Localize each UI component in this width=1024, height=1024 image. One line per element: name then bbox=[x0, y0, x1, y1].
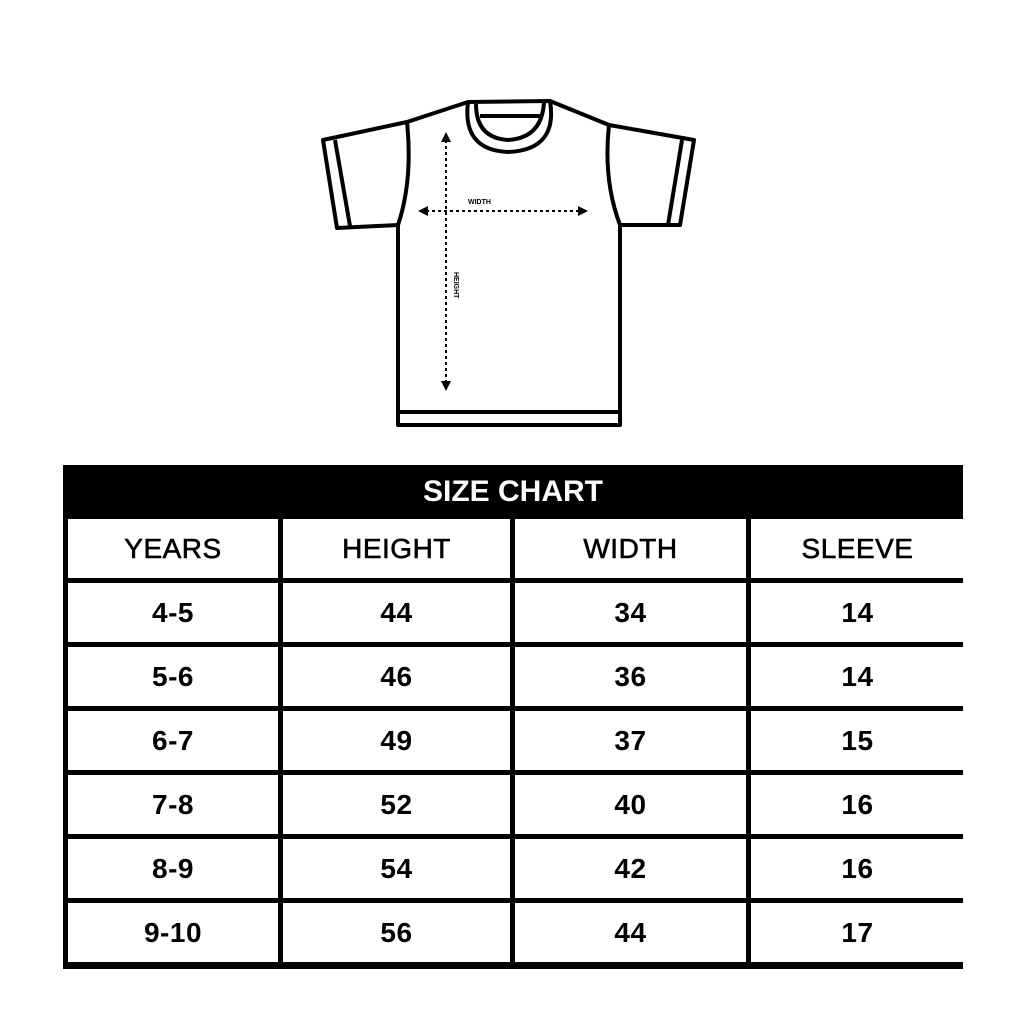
table-cell-years: 5-6 bbox=[68, 647, 278, 706]
tshirt-diagram: WIDTH HEIGHT bbox=[321, 99, 696, 427]
shirt-outline bbox=[321, 99, 696, 427]
table-cell-sleeve: 16 bbox=[751, 839, 964, 898]
table-cell-height: 44 bbox=[283, 583, 510, 642]
table-cell-height: 56 bbox=[283, 903, 510, 962]
table-cell-years: 4-5 bbox=[68, 583, 278, 642]
table-cell-years: 6-7 bbox=[68, 711, 278, 770]
table-cell-years: 9-10 bbox=[68, 903, 278, 962]
table-cell-width: 44 bbox=[515, 903, 746, 962]
table-cell-sleeve: 15 bbox=[751, 711, 964, 770]
table-cell-years: 7-8 bbox=[68, 775, 278, 834]
height-label: HEIGHT bbox=[452, 272, 459, 299]
table-cell-sleeve: 14 bbox=[751, 647, 964, 706]
column-header-years: YEARS bbox=[68, 519, 278, 578]
table-cell-height: 46 bbox=[283, 647, 510, 706]
table-cell-sleeve: 16 bbox=[751, 775, 964, 834]
table-cell-height: 54 bbox=[283, 839, 510, 898]
size-chart-table: SIZE CHART YEARS HEIGHT WIDTH SLEEVE 4-5 44 34… bbox=[63, 465, 964, 969]
size-chart-grid: YEARS HEIGHT WIDTH SLEEVE 4-5 44 34 14 5-6 46 36 14… bbox=[68, 519, 964, 969]
column-header-height: HEIGHT bbox=[283, 519, 510, 578]
table-cell-width: 36 bbox=[515, 647, 746, 706]
width-label: WIDTH bbox=[468, 199, 491, 206]
table-cell-width: 37 bbox=[515, 711, 746, 770]
table-cell-sleeve: 14 bbox=[751, 583, 964, 642]
table-cell-years: 8-9 bbox=[68, 839, 278, 898]
table-cell-height: 52 bbox=[283, 775, 510, 834]
table-cell-height: 49 bbox=[283, 711, 510, 770]
table-cell-sleeve: 17 bbox=[751, 903, 964, 962]
column-header-width: WIDTH bbox=[515, 519, 746, 578]
table-cell-width: 42 bbox=[515, 839, 746, 898]
table-cell-width: 40 bbox=[515, 775, 746, 834]
table-cell-width: 34 bbox=[515, 583, 746, 642]
column-header-sleeve: SLEEVE bbox=[751, 519, 964, 578]
size-chart-title: SIZE CHART bbox=[423, 475, 603, 508]
